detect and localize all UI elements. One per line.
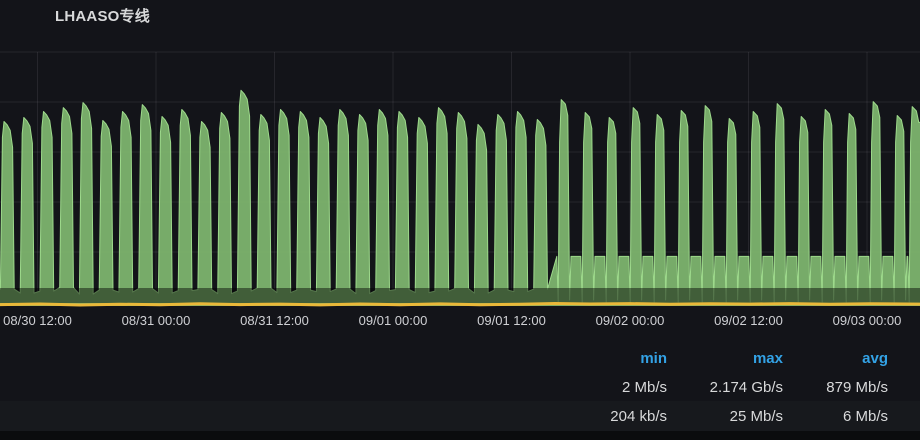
series1-avg-value: 879 Mb/s	[826, 378, 888, 396]
legend-table: min max avg 2 Mb/s 2.174 Gb/s 879 Mb/s 2…	[0, 344, 920, 440]
legend-row-series-2: 204 kb/s 25 Mb/s 6 Mb/s	[0, 401, 920, 431]
x-tick-label: 08/31 12:00	[240, 313, 309, 328]
x-tick-label: 09/02 12:00	[714, 313, 783, 328]
series1-max-value: 2.174 Gb/s	[709, 378, 783, 396]
panel-bottom-edge	[0, 431, 920, 440]
series2-min-value: 204 kb/s	[610, 407, 667, 425]
x-tick-label: 09/01 00:00	[358, 313, 428, 328]
x-axis: 08/30 12:00 08/31 00:00 08/31 12:00 09/0…	[0, 313, 920, 333]
chart-canvas[interactable]	[0, 0, 920, 312]
time-series-chart[interactable]	[0, 0, 920, 312]
legend-sort-avg[interactable]: avg	[862, 349, 888, 367]
legend-row-series-1: 2 Mb/s 2.174 Gb/s 879 Mb/s	[0, 373, 920, 401]
panel-header: LHAASO专线	[0, 0, 920, 32]
series1-min-value: 2 Mb/s	[621, 378, 667, 396]
series2-max-value: 25 Mb/s	[729, 407, 783, 425]
x-tick-label: 08/31 00:00	[121, 313, 191, 328]
x-tick-label: 09/02 00:00	[595, 313, 665, 328]
x-tick-label: 09/01 12:00	[477, 313, 546, 328]
legend-sort-min[interactable]: min	[640, 349, 667, 367]
x-tick-label: 08/30 12:00	[3, 313, 72, 328]
series2-avg-value: 6 Mb/s	[842, 407, 888, 425]
legend-header-row: min max avg	[0, 346, 920, 370]
x-tick-label: 09/03 00:00	[832, 313, 902, 328]
panel-title[interactable]: LHAASO专线	[55, 8, 150, 25]
legend-sort-max[interactable]: max	[752, 349, 783, 367]
